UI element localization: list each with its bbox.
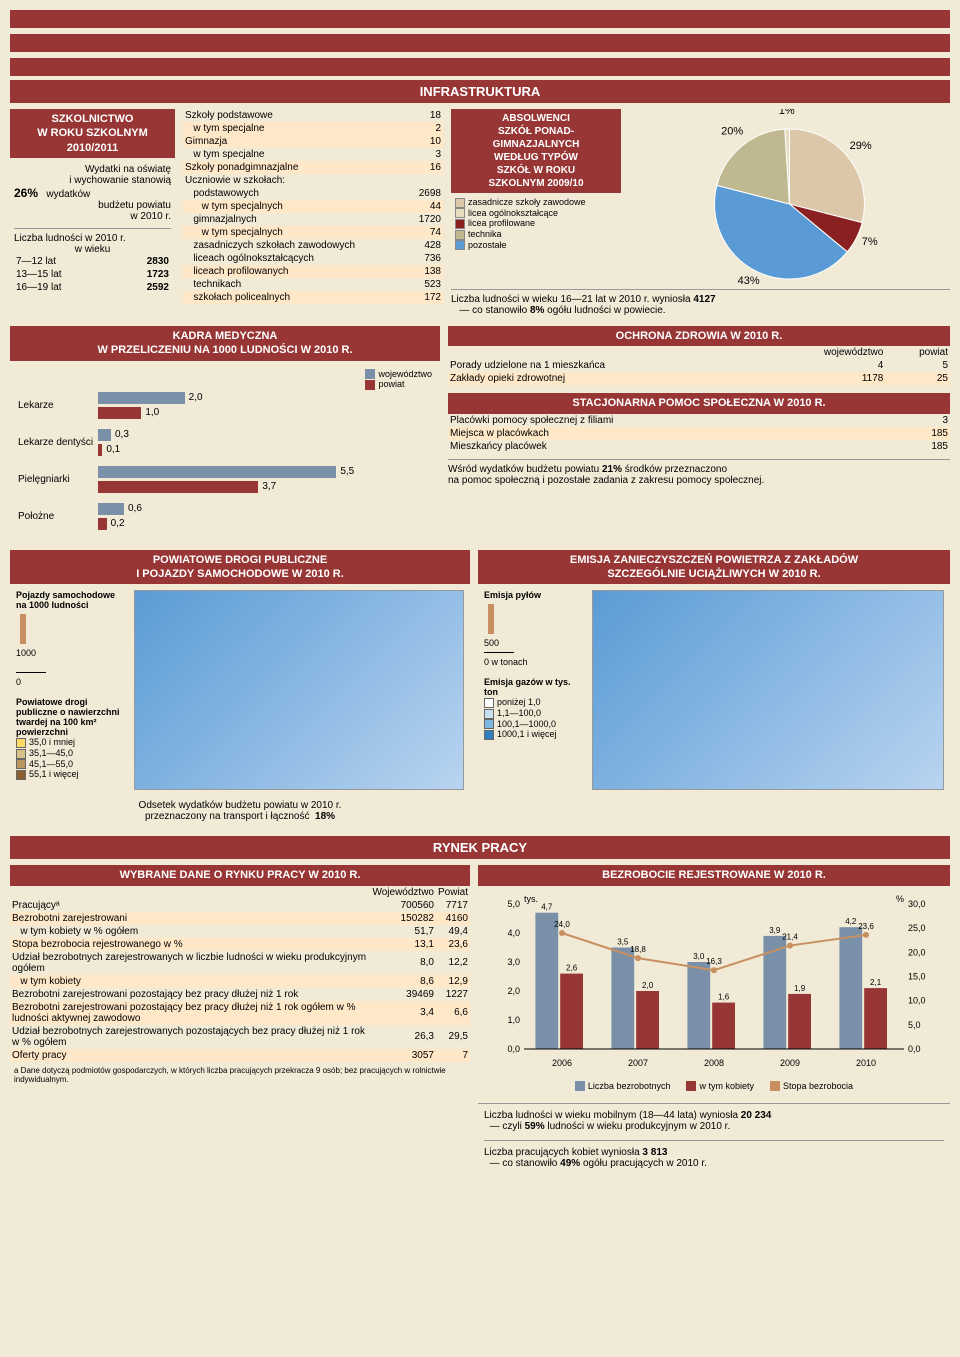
pie-chart: 29% 7% 43% 20% 1% xyxy=(629,109,950,289)
svg-text:4,0: 4,0 xyxy=(507,928,520,938)
roads-legend: Pojazdy samochodowe na 1000 ludności 100… xyxy=(16,590,126,790)
svg-text:25,0: 25,0 xyxy=(908,923,926,933)
decorative-header-bars xyxy=(10,10,950,80)
emission-title: EMISJA ZANIECZYSZCZEŃ POWIETRZA Z ZAKŁAD… xyxy=(478,550,950,585)
unemployment-box: BEZROBOCIE REJESTROWANE W 2010 R. 0,0 1,0… xyxy=(478,865,950,1175)
svg-text:24,0: 24,0 xyxy=(554,920,570,929)
section-infrastructure: INFRASTRUKTURA xyxy=(10,80,950,103)
unemp-chart: 0,0 1,0 2,0 3,0 4,0 5,0 0,0 5,0 10,0 15,0 20,0 25,0… xyxy=(478,886,950,1104)
school-expenditure-box: SZKOLNICTWO W ROKU SZKOLNYM 2010/2011 Wy… xyxy=(10,109,175,316)
svg-text:2,0: 2,0 xyxy=(642,981,654,990)
roads-box: POWIATOWE DROGI PUBLICZNE I POJAZDY SAMO… xyxy=(10,550,470,827)
social-title: STACJONARNA POMOC SPOŁECZNA W 2010 R. xyxy=(448,393,950,413)
grad-title: ABSOLWENCI SZKÓŁ PONAD- GIMNAZJALNYCH WE… xyxy=(451,109,621,193)
roads-footer: Odsetek wydatków budżetu powiatu w 2010 … xyxy=(10,796,470,826)
med-title: KADRA MEDYCZNA W PRZELICZENIU NA 1000 LU… xyxy=(10,326,440,361)
svg-text:10,0: 10,0 xyxy=(908,995,926,1005)
graduates-col: ABSOLWENCI SZKÓŁ PONAD- GIMNAZJALNYCH WE… xyxy=(451,109,950,316)
svg-text:1%: 1% xyxy=(779,109,795,117)
svg-text:2009: 2009 xyxy=(780,1058,800,1068)
unemp-title: BEZROBOCIE REJESTROWANE W 2010 R. xyxy=(478,865,950,885)
svg-text:2006: 2006 xyxy=(552,1058,572,1068)
svg-text:3,9: 3,9 xyxy=(769,926,781,935)
svg-text:20%: 20% xyxy=(721,126,743,138)
health-social-col: OCHRONA ZDROWIA W 2010 R. województwopow… xyxy=(448,326,950,540)
unemp-footer: Liczba ludności w wieku mobilnym (18—44 … xyxy=(478,1103,950,1175)
health-title: OCHRONA ZDROWIA W 2010 R. xyxy=(448,326,950,346)
svg-text:2008: 2008 xyxy=(704,1058,724,1068)
svg-text:1,9: 1,9 xyxy=(794,984,806,993)
svg-text:2010: 2010 xyxy=(856,1058,876,1068)
section-labor: RYNEK PRACY xyxy=(10,836,950,859)
svg-text:43%: 43% xyxy=(738,275,760,287)
health-table: województwopowiatPorady udzielone na 1 m… xyxy=(448,346,950,385)
emission-map xyxy=(592,590,944,790)
grad-footer: Liczba ludności w wieku 16—21 lat w 2010… xyxy=(451,289,950,316)
svg-text:4,7: 4,7 xyxy=(541,902,553,911)
labor-footnote: a Dane dotyczą podmiotów gospodarczych, … xyxy=(10,1062,470,1088)
svg-text:3,5: 3,5 xyxy=(617,937,629,946)
social-table: Placówki pomocy społecznej z filiami3Mie… xyxy=(448,414,950,453)
labor-table: WojewództwoPowiatPracującyᵃ7005607717Bez… xyxy=(10,886,470,1062)
svg-text:5,0: 5,0 xyxy=(908,1020,921,1030)
svg-text:4,2: 4,2 xyxy=(845,917,857,926)
schools-table-col: Szkoły podstawowe18 w tym specjalne2Gimn… xyxy=(183,109,443,316)
svg-text:29%: 29% xyxy=(850,140,872,152)
svg-text:5,0: 5,0 xyxy=(507,899,520,909)
school-box-title: SZKOLNICTWO W ROKU SZKOLNYM 2010/2011 xyxy=(10,109,175,158)
svg-text:%: % xyxy=(896,894,904,904)
svg-text:2,0: 2,0 xyxy=(507,986,520,996)
svg-text:2,1: 2,1 xyxy=(870,978,882,987)
medical-staff-box: KADRA MEDYCZNA W PRZELICZENIU NA 1000 LU… xyxy=(10,326,440,540)
labor-table-box: WYBRANE DANE O RYNKU PRACY W 2010 R. Woj… xyxy=(10,865,470,1175)
svg-text:30,0: 30,0 xyxy=(908,899,926,909)
svg-text:3,0: 3,0 xyxy=(693,952,705,961)
svg-text:2007: 2007 xyxy=(628,1058,648,1068)
social-footer: Wśród wydatków budżetu powiatu 21% środk… xyxy=(448,459,950,486)
svg-text:16,3: 16,3 xyxy=(706,957,722,966)
svg-text:23,6: 23,6 xyxy=(858,922,874,931)
svg-text:3,0: 3,0 xyxy=(507,957,520,967)
svg-text:18,8: 18,8 xyxy=(630,945,646,954)
svg-text:0,0: 0,0 xyxy=(507,1044,520,1054)
svg-text:20,0: 20,0 xyxy=(908,947,926,957)
med-chart: województwo powiat Lekarze 2,0 1,0 Lekar… xyxy=(10,361,440,540)
age-table: 7—12 lat283013—15 lat172316—19 lat2592 xyxy=(14,255,171,294)
emission-box: EMISJA ZANIECZYSZCZEŃ POWIETRZA Z ZAKŁAD… xyxy=(478,550,950,827)
svg-text:21,4: 21,4 xyxy=(782,932,798,941)
svg-text:tys.: tys. xyxy=(524,894,538,904)
svg-text:0,0: 0,0 xyxy=(908,1044,921,1054)
roads-map xyxy=(134,590,464,790)
unemp-legend: Liczba bezrobotnychw tym kobietyStopa be… xyxy=(486,1077,942,1096)
page: INFRASTRUKTURA SZKOLNICTWO W ROKU SZKOLN… xyxy=(0,0,960,1185)
grad-legend: zasadnicze szkoły zawodowelicea ogólnoks… xyxy=(451,193,621,254)
roads-title: POWIATOWE DROGI PUBLICZNE I POJAZDY SAMO… xyxy=(10,550,470,585)
emission-legend: Emisja pyłów 500 0 w tonach Emisja gazów… xyxy=(484,590,584,790)
svg-text:1,0: 1,0 xyxy=(507,1015,520,1025)
schools-table: Szkoły podstawowe18 w tym specjalne2Gimn… xyxy=(183,109,443,304)
svg-text:15,0: 15,0 xyxy=(908,971,926,981)
svg-text:2,6: 2,6 xyxy=(566,963,578,972)
svg-text:7%: 7% xyxy=(862,236,878,248)
labor-table-title: WYBRANE DANE O RYNKU PRACY W 2010 R. xyxy=(10,865,470,885)
svg-text:1,6: 1,6 xyxy=(718,992,730,1001)
